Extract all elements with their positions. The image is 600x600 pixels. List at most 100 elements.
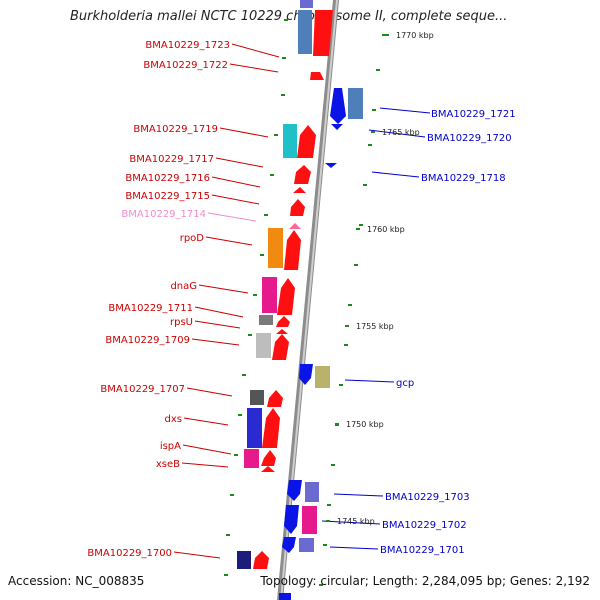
gene-glyph [300,0,313,8]
gene-label-left[interactable]: BMA10229_1716 [125,173,210,184]
kbp-tick-label: 1770 kbp [396,31,434,40]
gene-glyph [272,334,289,360]
kbp-tick-mark [345,325,349,327]
gene-glyph [259,315,273,325]
gene-label-right[interactable]: BMA10229_1703 [385,492,470,503]
arc-tick-mark [372,109,376,111]
gene-label-left[interactable]: rpoD [180,233,205,244]
label-connector-line [219,127,269,138]
arc-tick-mark [348,304,352,306]
gene-glyph [262,408,280,448]
gene-label-right[interactable]: gcp [396,378,414,389]
label-connector-line [198,284,249,294]
gene-glyph [330,88,346,124]
gene-glyph [261,466,275,472]
gene-label-left[interactable]: dnaG [170,281,197,292]
gene-label-left[interactable]: ispA [160,441,181,452]
gene-label-left[interactable]: BMA10229_1717 [129,154,214,165]
arc-tick-mark [344,344,348,346]
reverse-strand-genes [279,88,363,600]
gene-glyph [299,538,314,552]
arc-tick-mark [238,414,242,416]
label-connector-line [329,546,379,550]
label-connector-line [368,129,426,138]
arc-tick-mark [226,534,230,536]
gene-glyph [331,124,343,130]
gene-label-right[interactable]: BMA10229_1702 [382,520,467,531]
label-connector-line [229,63,279,73]
chromosome-backbone-highlight [280,0,338,600]
gene-glyph [305,482,319,502]
genome-summary-text: Topology: circular; Length: 2,284,095 bp… [260,574,590,588]
forward-strand-genes [253,10,333,569]
gene-label-right[interactable]: BMA10229_1701 [380,545,465,556]
gene-label-right[interactable]: BMA10229_1720 [427,133,512,144]
kbp-tick-mark [385,34,389,36]
arc-tick-mark [354,264,358,266]
arc-tick-mark [260,254,264,256]
accession-text: Accession: NC_008835 [8,574,145,588]
left-gene-labels: BMA10229_1723 BMA10229_1722 BMA10229_1719 B… [87,40,230,559]
gene-glyph [244,449,259,468]
gene-label-left[interactable]: BMA10229_1722 [143,60,228,71]
label-connector-line [191,338,240,346]
gene-glyph [325,163,337,168]
gene-glyph [315,366,330,388]
kbp-tick-label: 1750 kbp [346,420,384,429]
forward-cog-boxes [237,0,313,569]
gene-glyph [299,364,313,385]
arc-tick-mark [234,454,238,456]
gene-label-left[interactable]: BMA10229_1711 [108,303,193,314]
kbp-tick-mark [326,520,330,522]
gene-label-left[interactable]: dxs [165,414,182,425]
arc-tick-mark [339,384,343,386]
gene-label-left[interactable]: rpsU [170,317,193,328]
arc-tick-mark [368,144,372,146]
label-connector-line [183,417,229,426]
gene-label-left[interactable]: BMA10229_1723 [145,40,230,51]
gene-glyph [267,390,283,407]
gene-glyph [289,223,301,229]
kbp-tick-mark [335,423,339,425]
arc-tick-mark [282,57,286,59]
gene-glyph [313,10,333,56]
map-title: Burkholderia mallei NCTC 10229 chromosom… [70,9,508,24]
gene-glyph [297,125,316,158]
gene-label-left[interactable]: xseB [156,459,180,470]
gene-glyph [293,187,306,193]
kbp-tick-labels: 1770 kbp 1765 kbp 1760 kbp 1755 kbp 1750 kbp… [326,31,434,526]
gene-glyph [250,390,264,405]
gene-label-left[interactable]: BMA10229_1719 [133,124,218,135]
arc-tick-mark [242,374,246,376]
gene-glyph [298,10,312,54]
arc-tick-mark [281,94,285,96]
gene-label-left[interactable]: BMA10229_1700 [87,548,172,559]
arc-tick-mark [323,544,327,546]
kbp-tick-label: 1745 kbp [337,517,375,526]
gene-label-left[interactable]: BMA10229_1709 [105,335,190,346]
label-connector-line [181,462,229,468]
gene-label-left[interactable]: BMA10229_1715 [125,191,210,202]
right-gene-labels: BMA10229_1721 BMA10229_1720 BMA10229_1718g… [380,109,516,556]
gene-glyph [276,329,288,334]
gene-label-left[interactable]: BMA10229_1707 [100,384,185,395]
gene-label-right[interactable]: BMA10229_1718 [421,173,506,184]
label-connector-line [194,306,244,318]
gene-label-left[interactable]: BMA10229_1714 [121,209,206,220]
gene-glyph [283,124,297,158]
gene-label-right[interactable]: BMA10229_1721 [431,109,516,120]
gene-glyph [310,72,324,80]
arc-tick-mark [359,224,363,226]
gene-glyph [276,316,290,327]
label-connector-line [333,493,384,497]
arc-tick-mark [376,69,380,71]
arc-tick-mark [248,334,252,336]
gene-glyph [262,277,277,313]
kbp-tick-label: 1765 kbp [382,128,420,137]
arc-tick-mark [382,34,386,36]
label-connector-line [186,387,233,397]
gene-glyph [253,551,269,569]
gene-glyph [268,228,283,268]
